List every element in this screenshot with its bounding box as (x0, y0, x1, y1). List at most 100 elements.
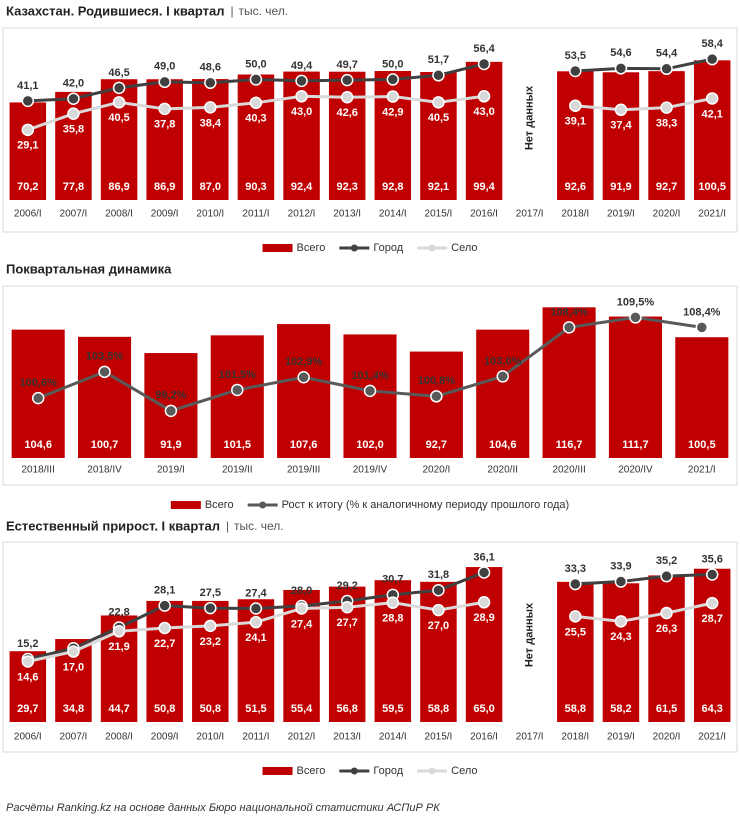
value-label: 33,9 (610, 560, 631, 572)
value-label: 104,6 (489, 439, 517, 451)
x-tick-label: 2016/I (470, 209, 498, 220)
value-label: 58,2 (610, 703, 631, 715)
value-label: 25,5 (565, 626, 586, 638)
point (295, 602, 308, 615)
value-label: 92,1 (428, 181, 449, 193)
value-label: 24,3 (610, 631, 631, 643)
point (249, 615, 263, 629)
x-tick-label: 2009/I (151, 209, 179, 220)
point (249, 73, 263, 86)
value-label: 15,2 (17, 638, 38, 650)
value-label: 27,4 (291, 618, 313, 630)
x-tick-label: 2015/I (425, 209, 453, 220)
value-label: 50,0 (382, 58, 403, 70)
point (660, 569, 673, 583)
bar (277, 324, 331, 458)
point (204, 619, 217, 633)
value-label: 102,9% (285, 356, 323, 368)
x-tick-label: 2020/III (552, 465, 585, 476)
point (158, 599, 171, 612)
x-tick-label: 2006/I (14, 732, 42, 743)
value-label: 64,3 (701, 703, 722, 715)
x-tick-label: 2014/I (379, 209, 407, 220)
x-tick-label: 2014/I (379, 732, 407, 743)
point (660, 62, 673, 76)
bar (648, 71, 685, 200)
bar (602, 583, 640, 722)
value-label: 14,6 (17, 671, 38, 683)
x-tick-label: 2019/III (287, 465, 320, 476)
point (158, 102, 171, 116)
value-label: 27,4 (245, 587, 267, 599)
value-label: 109,5% (617, 296, 655, 308)
value-label: 101,4% (351, 370, 389, 382)
source-note: Расчёты Ranking.kz на основе данных Бюро… (6, 802, 440, 814)
value-label: 50,0 (245, 58, 266, 70)
value-label: 92,4 (291, 181, 313, 193)
point (695, 321, 709, 334)
value-label: 56,8 (336, 703, 357, 715)
point (614, 103, 628, 117)
value-label: 108,4% (683, 306, 721, 318)
value-label: 28,9 (473, 612, 494, 624)
legend-label: Город (373, 242, 403, 254)
value-label: 56,4 (473, 43, 495, 55)
point (705, 52, 719, 66)
x-tick-label: 2020/II (487, 465, 518, 476)
value-label: 61,5 (656, 703, 677, 715)
x-tick-label: 2021/I (698, 732, 726, 743)
point (629, 311, 642, 324)
value-label: 100,6% (20, 377, 58, 389)
value-label: 51,5 (245, 703, 266, 715)
value-label: 24,1 (245, 632, 266, 644)
value-label: 28,8 (382, 613, 403, 625)
value-label: 54,4 (656, 48, 678, 60)
legend-swatch (262, 244, 293, 252)
point (67, 92, 80, 105)
point (249, 602, 263, 615)
point (432, 603, 445, 617)
annotation: Нет данных (524, 85, 536, 150)
value-label: 35,2 (656, 555, 677, 567)
value-label: 77,8 (63, 181, 84, 193)
point (67, 645, 80, 658)
point (562, 321, 576, 334)
value-label: 54,6 (610, 47, 631, 59)
bar (557, 71, 594, 200)
point (204, 76, 217, 90)
value-label: 55,4 (291, 703, 313, 715)
value-label: 101,5 (224, 439, 252, 451)
chart-title: Естественный прирост. I квартал (6, 518, 220, 533)
value-label: 92,6 (565, 181, 586, 193)
annotation: Нет данных (524, 602, 536, 667)
point (21, 655, 35, 668)
value-label: 53,5 (565, 50, 586, 62)
value-label: 42,9 (382, 106, 403, 118)
point (614, 62, 628, 75)
value-label: 33,3 (565, 563, 586, 575)
value-label: 38,4 (200, 117, 222, 129)
chart-subtitle: тыс. чел. (239, 4, 289, 18)
value-label: 90,3 (245, 181, 266, 193)
point (477, 57, 491, 71)
value-label: 49,0 (154, 61, 175, 73)
point (158, 621, 171, 635)
value-label: 111,7 (622, 439, 648, 451)
value-label: 50,8 (200, 703, 221, 715)
bar (146, 79, 183, 200)
value-label: 104,6 (24, 439, 52, 451)
point (31, 391, 45, 405)
value-label: 92,7 (656, 181, 677, 193)
point (158, 75, 171, 89)
value-label: 43,0 (291, 106, 312, 118)
value-label: 37,4 (610, 120, 632, 132)
x-tick-label: 2007/I (60, 732, 88, 743)
point (363, 384, 377, 398)
value-label: 100,5 (688, 439, 716, 451)
point (21, 123, 35, 137)
x-tick-label: 2021/I (698, 209, 726, 220)
x-tick-label: 2021/I (688, 465, 716, 476)
point (614, 575, 628, 588)
x-tick-label: 2011/I (242, 209, 269, 220)
bar (675, 337, 729, 458)
